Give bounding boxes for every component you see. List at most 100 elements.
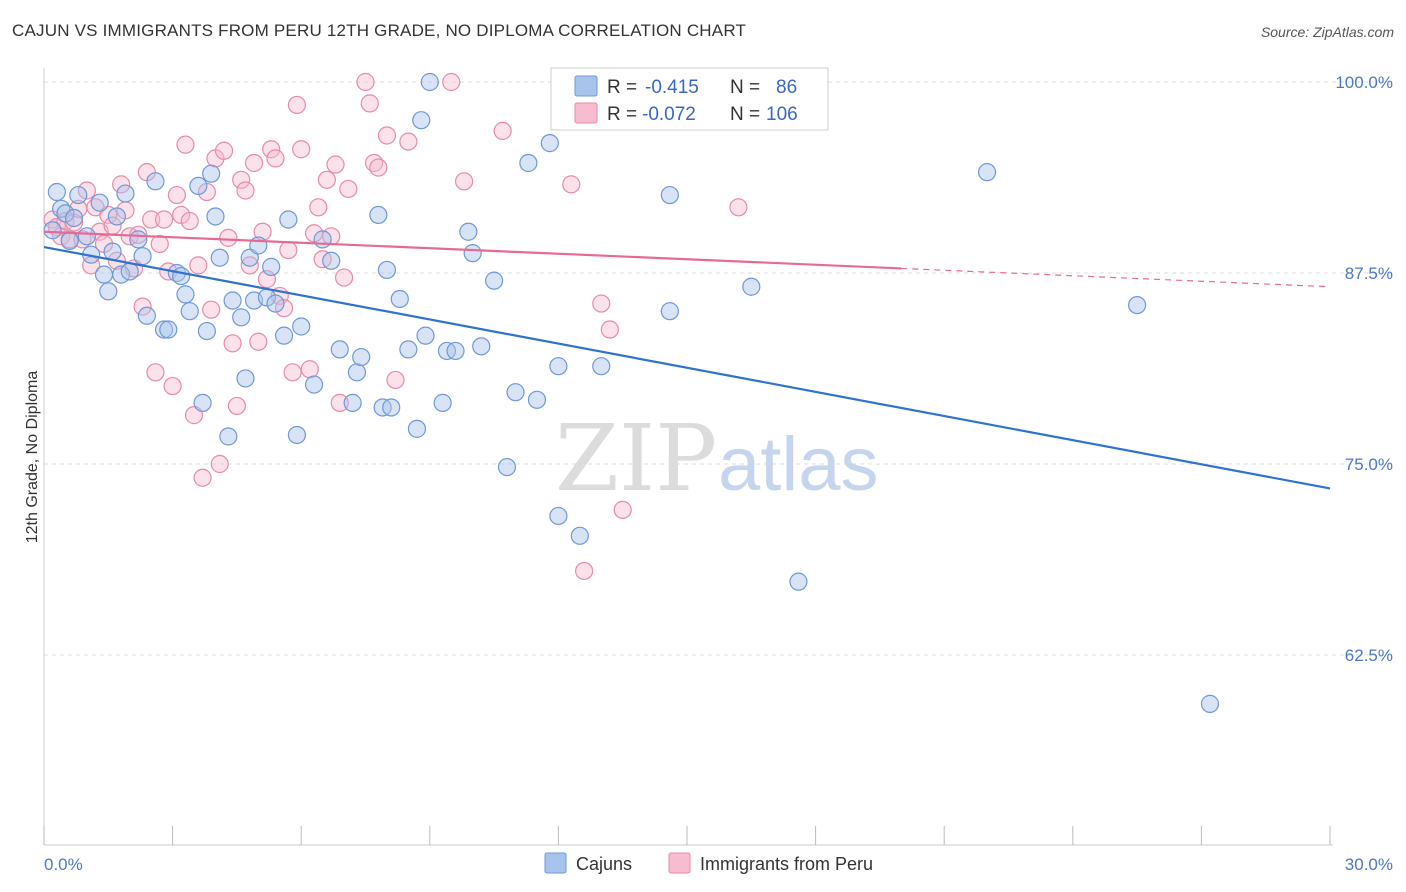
cajun-point: [146, 172, 165, 191]
cajun-point: [279, 210, 298, 229]
legend-r-label-peru: R =: [607, 104, 637, 125]
peru-point: [142, 210, 161, 229]
cajun-point: [742, 277, 761, 296]
peru-point: [300, 360, 319, 379]
peru-point: [454, 172, 474, 191]
cajun-point: [330, 340, 349, 359]
cajun-point: [193, 393, 212, 412]
legend-swatch-peru: [574, 102, 598, 124]
cajun-point: [660, 302, 679, 321]
cajun-point: [416, 326, 435, 345]
peru-point: [279, 240, 298, 260]
cajun-point: [210, 248, 229, 267]
cajun-point: [407, 419, 427, 438]
peru-point: [309, 198, 328, 217]
cajun-point: [313, 230, 332, 249]
cajun-point: [789, 572, 808, 591]
cajun-point: [352, 347, 371, 367]
cajun-point: [592, 357, 611, 376]
legend-r-value-cajun: -0.415: [645, 77, 699, 98]
watermark-atlas: atlas: [718, 422, 879, 507]
cajun-point: [94, 265, 114, 284]
peru-point: [262, 140, 281, 159]
peru-point: [240, 256, 259, 275]
peru-point: [399, 132, 418, 151]
peru-point: [167, 185, 186, 205]
cajun-point: [433, 393, 452, 412]
cajun-point: [176, 285, 195, 304]
cajun-point: [519, 153, 538, 173]
cajun-point: [219, 427, 238, 446]
cajun-point: [446, 341, 465, 361]
cajun-point: [77, 227, 96, 246]
y-tick-label: 62.5%: [1345, 646, 1393, 665]
cajun-point: [236, 369, 255, 388]
cajun-point: [154, 320, 174, 339]
cajun-point: [382, 398, 401, 417]
peru-point: [249, 332, 268, 351]
chart-title: CAJUN VS IMMIGRANTS FROM PERU 12TH GRADE…: [12, 21, 747, 40]
peru-point: [163, 376, 182, 396]
bottom-legend-label-cajun: Cajuns: [576, 854, 632, 874]
y-tick-labels: 62.5% 75.0% 87.5% 100.0%: [1335, 73, 1393, 665]
peru-point: [386, 370, 405, 390]
peru-point: [154, 210, 174, 229]
cajun-point: [274, 326, 294, 345]
watermark-zip: ZIP: [555, 405, 717, 512]
peru-point: [292, 140, 311, 159]
peru-point: [266, 149, 285, 168]
peru-point: [360, 94, 379, 113]
cajun-point: [292, 317, 311, 336]
peru-point: [189, 256, 208, 275]
cajun-point: [399, 340, 418, 359]
bottom-legend: Cajuns Immigrants from Peru: [544, 852, 873, 874]
cajun-point: [497, 457, 517, 477]
cajun-point: [343, 393, 362, 412]
cajun-point: [304, 375, 324, 394]
y-tick-label: 75.0%: [1345, 455, 1393, 474]
legend-r-label-cajun: R =: [607, 77, 637, 98]
y-tick-label: 100.0%: [1335, 73, 1393, 92]
y-axis-label: 12th Grade, No Diploma: [24, 371, 41, 544]
peru-point: [219, 228, 238, 247]
source-label: Source: ZipAtlas.com: [1260, 24, 1394, 40]
bottom-legend-swatch-peru: [668, 852, 691, 874]
peru-point: [613, 500, 632, 519]
peru-point: [176, 135, 195, 154]
peru-point: [334, 268, 354, 287]
cajun-trend-line: [43, 245, 1331, 490]
cajun-point: [527, 390, 547, 409]
peru-point: [202, 300, 221, 319]
cajun-point: [129, 230, 148, 249]
cajun-point: [347, 363, 367, 382]
cajun-point: [549, 506, 568, 526]
peru-point: [493, 121, 512, 140]
cajun-point: [266, 294, 285, 313]
cajun-point: [103, 242, 122, 261]
cajun-point: [459, 222, 478, 241]
bottom-legend-label-peru: Immigrants from Peru: [700, 854, 873, 874]
series-cajun-points: [43, 72, 1220, 713]
cajun-point: [64, 208, 84, 228]
cajun-point: [120, 262, 139, 281]
peru-point: [146, 363, 165, 382]
cajun-point: [69, 185, 88, 205]
cajun-point: [1127, 295, 1147, 315]
cajun-point: [549, 357, 568, 376]
peru-point: [77, 181, 96, 200]
cajun-point: [159, 320, 178, 339]
cajun-point: [262, 257, 281, 276]
cajun-point: [47, 182, 66, 202]
cajun-point: [322, 251, 341, 270]
y-tick-label: 87.5%: [1345, 264, 1393, 283]
cajun-point: [506, 383, 525, 402]
cajun-point: [202, 164, 221, 183]
bottom-legend-swatch-cajun: [544, 852, 567, 874]
cajun-point: [570, 526, 589, 545]
peru-point: [232, 170, 251, 189]
cajun-point: [232, 308, 251, 327]
peru-point: [112, 175, 131, 194]
cajun-point: [133, 247, 152, 266]
peru-point: [575, 561, 594, 581]
cajun-point: [56, 204, 75, 223]
